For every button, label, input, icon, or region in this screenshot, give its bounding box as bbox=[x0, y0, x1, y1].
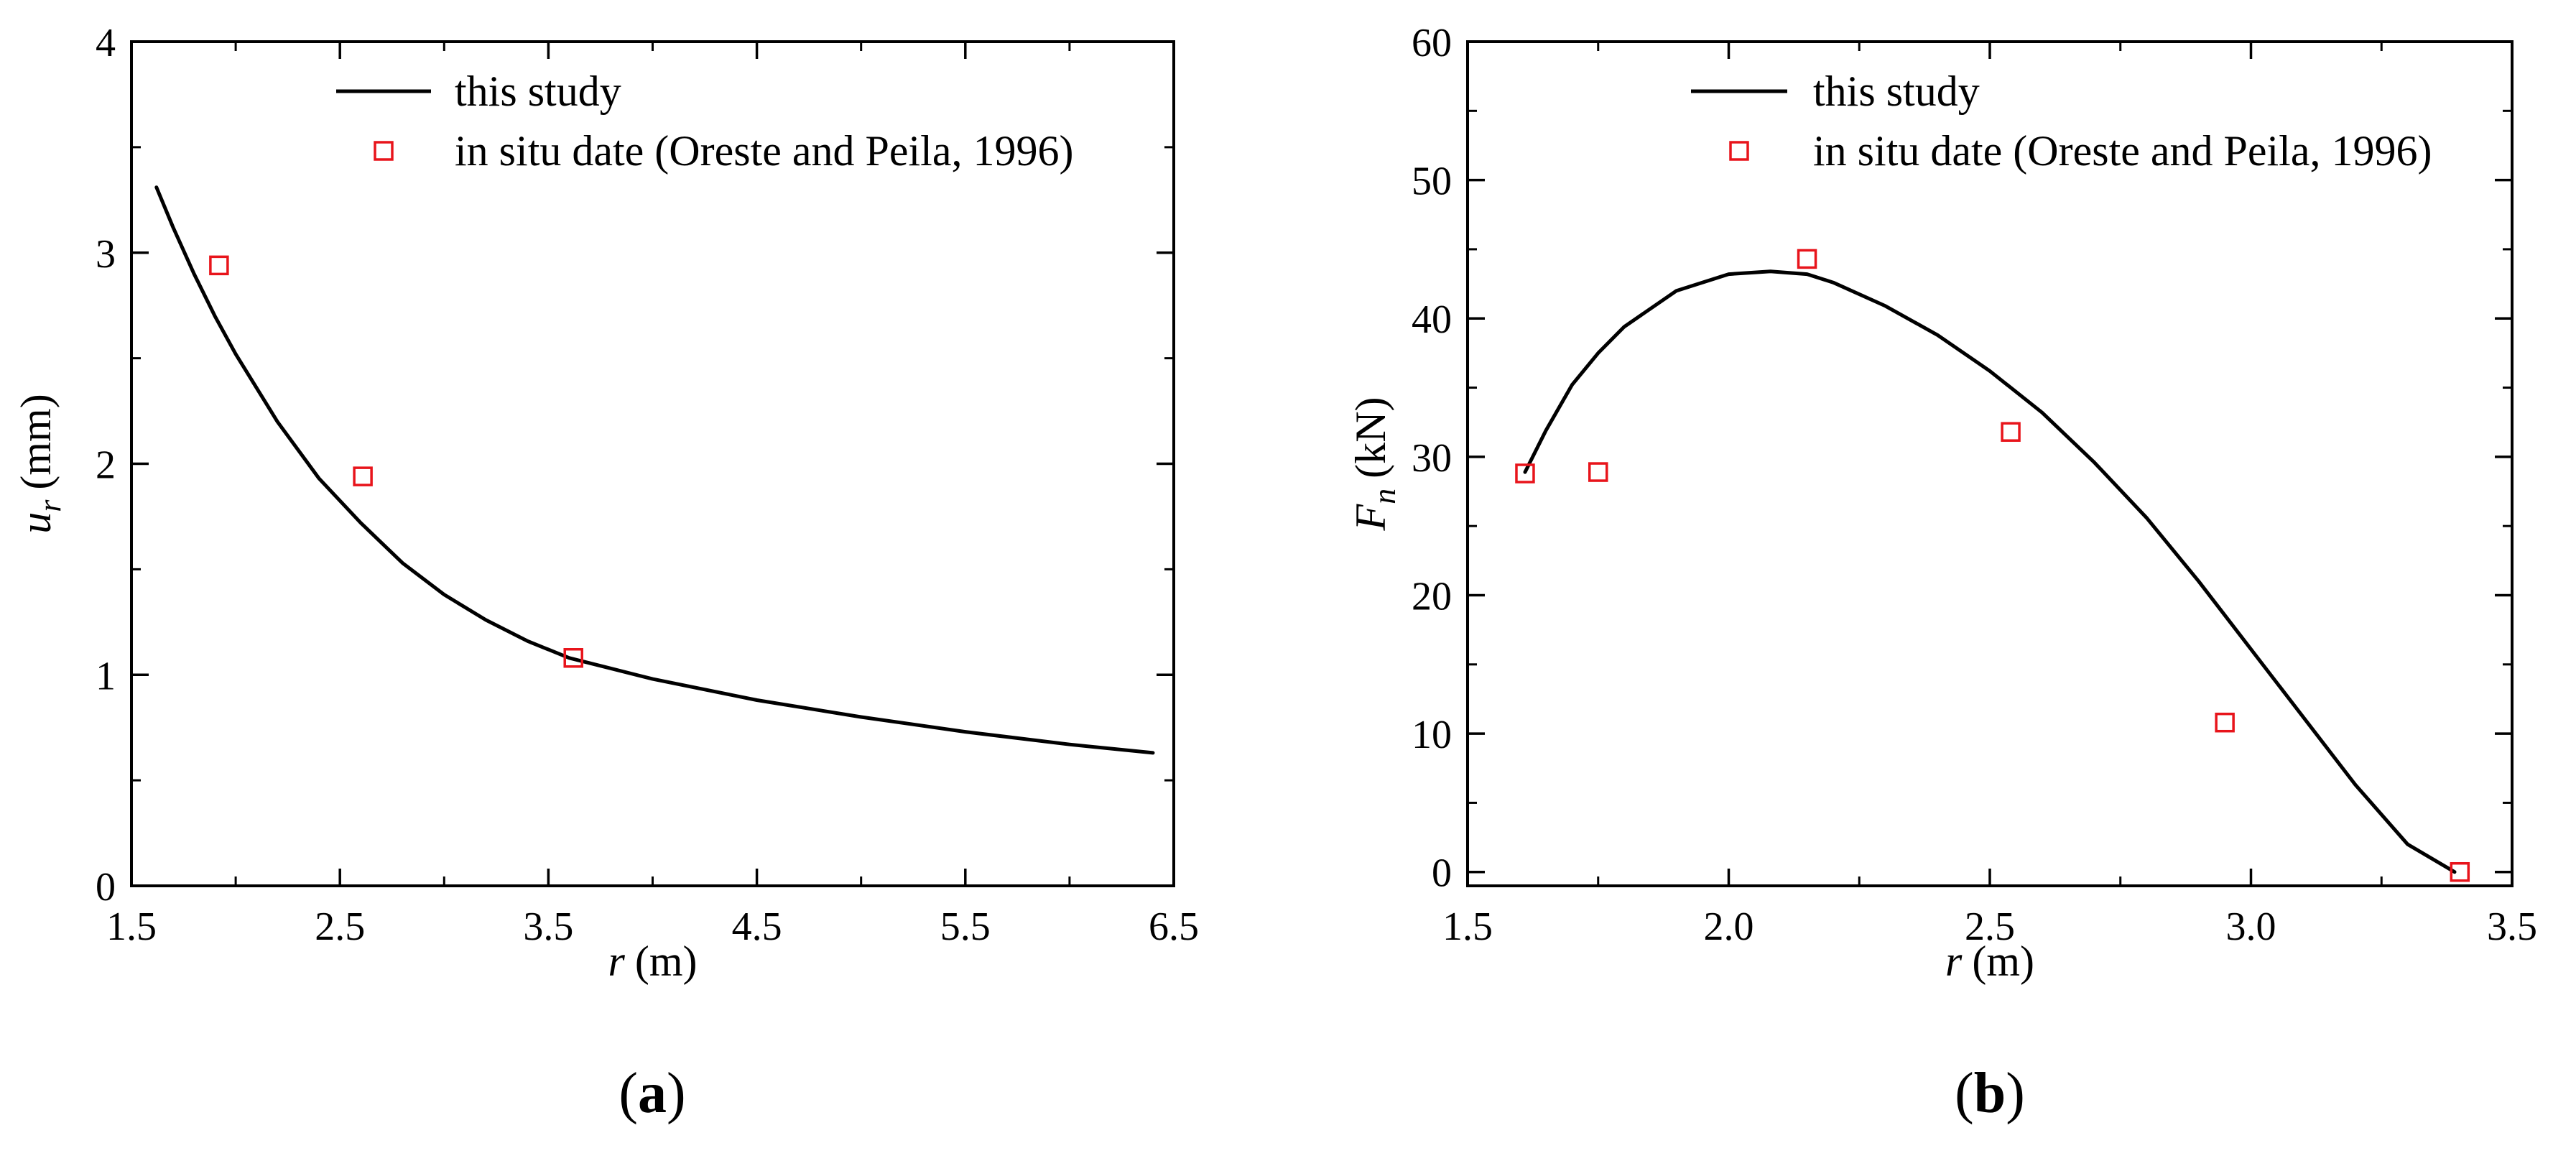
legend-label: in situ date (Oreste and Peila, 1996) bbox=[455, 127, 1073, 175]
panel-label: (a) bbox=[618, 1062, 685, 1125]
series-line-this-study bbox=[1523, 269, 2457, 874]
y-axis-subscript: n bbox=[1367, 489, 1402, 504]
panel-label-close-paren: ) bbox=[667, 1062, 686, 1125]
y-tick-label: 10 bbox=[1412, 713, 1452, 757]
y-tick-label: 3 bbox=[96, 232, 116, 277]
data-point-in-situ bbox=[1797, 249, 1817, 269]
data-point-in-situ bbox=[1588, 462, 1608, 482]
y-axis-unit: (kN) bbox=[1347, 397, 1394, 478]
y-tick-label: 30 bbox=[1412, 436, 1452, 481]
y-tick-label: 4 bbox=[96, 21, 116, 65]
legend-marker-swatch bbox=[1729, 141, 1749, 161]
y-tick-label: 1 bbox=[96, 654, 116, 698]
data-point-in-situ bbox=[353, 466, 373, 486]
y-axis-unit: (mm) bbox=[12, 394, 60, 489]
x-axis-unit: (m) bbox=[635, 938, 698, 985]
panel-label-open-paren: ( bbox=[1955, 1062, 1974, 1125]
panel-label-close-paren: ) bbox=[2006, 1062, 2025, 1125]
y-axis-variable: u bbox=[12, 512, 60, 534]
y-tick-label: 40 bbox=[1412, 297, 1452, 342]
y-axis-subscript: r bbox=[32, 499, 68, 512]
x-tick-label: 1.5 bbox=[1442, 905, 1493, 949]
y-axis-title: Fn (kN) bbox=[1347, 397, 1402, 532]
data-point-in-situ bbox=[209, 255, 229, 276]
legend-label: in situ date (Oreste and Peila, 1996) bbox=[1813, 127, 2432, 175]
x-tick-label: 6.5 bbox=[1149, 905, 1199, 949]
x-tick-label: 3.5 bbox=[2487, 905, 2537, 949]
x-tick-label: 4.5 bbox=[732, 905, 782, 949]
x-axis-title: r (m) bbox=[608, 938, 698, 985]
legend-label: this study bbox=[455, 68, 621, 115]
x-axis-variable: r bbox=[608, 938, 626, 985]
x-tick-label: 2.5 bbox=[315, 905, 365, 949]
y-tick-label: 50 bbox=[1412, 159, 1452, 204]
x-tick-label: 1.5 bbox=[106, 905, 157, 949]
legend-label: this study bbox=[1813, 68, 1980, 115]
data-point-in-situ bbox=[2450, 861, 2470, 882]
data-point-in-situ bbox=[563, 648, 583, 668]
data-point-in-situ bbox=[2001, 422, 2021, 442]
x-tick-label: 3.0 bbox=[2226, 905, 2276, 949]
series-line-this-study bbox=[154, 185, 1155, 755]
panel-label-letter: a bbox=[638, 1062, 667, 1125]
panel-label: (b) bbox=[1955, 1062, 2025, 1125]
y-tick-label: 20 bbox=[1412, 574, 1452, 619]
y-axis-variable: F bbox=[1347, 503, 1394, 531]
x-axis-title: r (m) bbox=[1945, 938, 2034, 985]
y-tick-label: 2 bbox=[96, 443, 116, 488]
data-point-in-situ bbox=[2215, 712, 2235, 733]
panel-label-open-paren: ( bbox=[618, 1062, 638, 1125]
panel-label-letter: b bbox=[1974, 1062, 2006, 1125]
legend-marker-swatch bbox=[374, 141, 394, 161]
chart-panel-b: 1.5 2.0 2.5 3.0 3.5 0 10 20 30 40 50 60 r (m) Fn (kN) th… bbox=[1347, 21, 2537, 1125]
x-axis-unit: (m) bbox=[1972, 938, 2034, 985]
x-tick-label: 2.5 bbox=[1965, 905, 2015, 949]
x-tick-label: 2.0 bbox=[1704, 905, 1754, 949]
y-axis-title: ur (mm) bbox=[12, 394, 68, 533]
x-axis-variable: r bbox=[1945, 938, 1963, 985]
y-tick-label: 0 bbox=[96, 865, 116, 910]
data-point-in-situ bbox=[1515, 463, 1535, 484]
y-tick-label: 0 bbox=[1432, 851, 1452, 896]
x-tick-label: 5.5 bbox=[940, 905, 991, 949]
y-tick-label: 60 bbox=[1412, 21, 1452, 65]
x-tick-label: 3.5 bbox=[523, 905, 573, 949]
